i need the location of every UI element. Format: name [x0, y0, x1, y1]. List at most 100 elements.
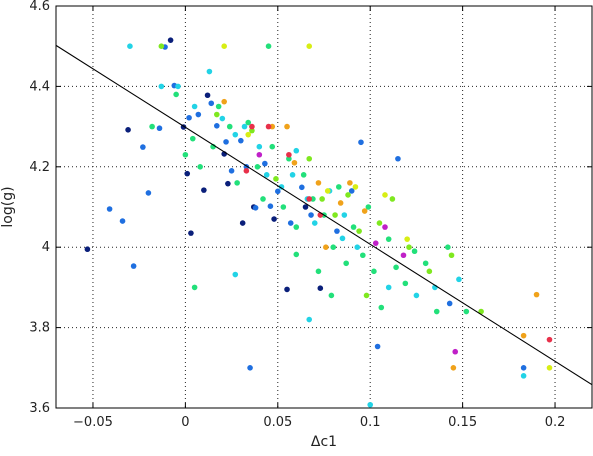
data-point: [232, 131, 239, 138]
data-point: [256, 143, 263, 150]
data-point: [406, 244, 412, 250]
data-point: [167, 37, 174, 43]
data-point: [404, 236, 410, 242]
data-point: [328, 292, 335, 299]
data-point: [374, 343, 381, 350]
data-point: [249, 127, 255, 134]
data-point: [206, 68, 213, 75]
data-point: [284, 123, 290, 130]
data-point: [376, 220, 383, 226]
data-point: [533, 291, 540, 298]
data-point: [219, 115, 226, 122]
data-point: [546, 365, 553, 371]
data-point: [156, 125, 163, 132]
data-point: [317, 285, 324, 292]
data-point: [356, 228, 362, 234]
data-point: [446, 300, 453, 307]
data-point: [119, 218, 126, 224]
data-point: [385, 236, 392, 242]
data-point: [413, 292, 420, 299]
data-point: [345, 192, 351, 198]
data-point: [249, 123, 255, 130]
data-point: [247, 365, 253, 371]
data-point: [367, 401, 374, 408]
data-point: [287, 220, 294, 226]
data-point: [402, 280, 409, 287]
data-point: [456, 276, 462, 283]
data-point: [173, 91, 179, 98]
data-point: [293, 147, 300, 154]
data-point: [204, 92, 211, 99]
data-point: [191, 284, 198, 291]
data-point: [306, 316, 313, 323]
data-point: [201, 187, 207, 193]
data-point: [269, 143, 276, 150]
data-point: [241, 123, 248, 130]
data-point: [448, 252, 455, 259]
data-point: [315, 268, 322, 275]
data-point: [267, 203, 274, 209]
data-point: [520, 365, 527, 371]
data-point: [358, 139, 364, 146]
data-point: [215, 103, 222, 110]
data-point: [365, 204, 372, 210]
data-point: [422, 260, 429, 267]
y-tick-label: 4: [42, 240, 50, 255]
data-point: [411, 248, 418, 255]
data-point: [360, 252, 366, 259]
data-point: [335, 184, 342, 190]
y-tick-label: 4.2: [29, 160, 50, 175]
x-tick-label: 0: [181, 415, 189, 430]
y-tick-label: 4.6: [29, 0, 50, 14]
data-point: [378, 304, 385, 311]
data-point: [372, 240, 379, 246]
data-point: [478, 308, 484, 315]
data-point: [175, 83, 181, 90]
data-point: [239, 220, 246, 226]
data-point: [445, 244, 451, 250]
data-point: [352, 184, 359, 190]
data-point: [350, 224, 357, 230]
data-point: [299, 184, 305, 191]
data-point: [273, 176, 279, 182]
data-point: [225, 180, 231, 187]
x-tick-label: 0.15: [448, 415, 477, 430]
data-point: [191, 103, 198, 110]
data-point: [371, 268, 377, 275]
data-point: [188, 230, 194, 236]
data-point: [106, 206, 113, 212]
y-tick-label: 3.6: [29, 401, 50, 416]
data-point: [274, 188, 281, 195]
data-point: [363, 292, 370, 299]
data-point: [347, 180, 353, 186]
data-point: [265, 123, 272, 130]
x-tick-label: 0.05: [263, 415, 292, 430]
data-point: [256, 151, 263, 158]
data-point: [245, 119, 252, 126]
data-point: [330, 244, 337, 250]
data-point: [311, 220, 318, 226]
y-tick-label: 4.4: [29, 79, 50, 94]
data-point: [450, 365, 457, 371]
data-point: [186, 114, 192, 121]
data-point: [286, 155, 292, 162]
data-point: [395, 155, 401, 162]
data-point: [308, 212, 314, 218]
data-point: [452, 348, 459, 355]
data-point: [293, 251, 300, 258]
data-point: [260, 196, 266, 202]
data-point: [334, 228, 340, 234]
data-point: [284, 286, 290, 293]
data-point: [84, 246, 91, 253]
data-point: [520, 373, 527, 379]
data-point: [306, 43, 313, 49]
data-point: [158, 43, 165, 49]
data-point: [232, 271, 239, 278]
data-points: [84, 37, 553, 408]
data-point: [433, 308, 440, 315]
x-tick-label: 0.1: [360, 415, 381, 430]
data-point: [400, 252, 407, 259]
data-point: [463, 308, 470, 315]
data-point: [385, 284, 392, 291]
